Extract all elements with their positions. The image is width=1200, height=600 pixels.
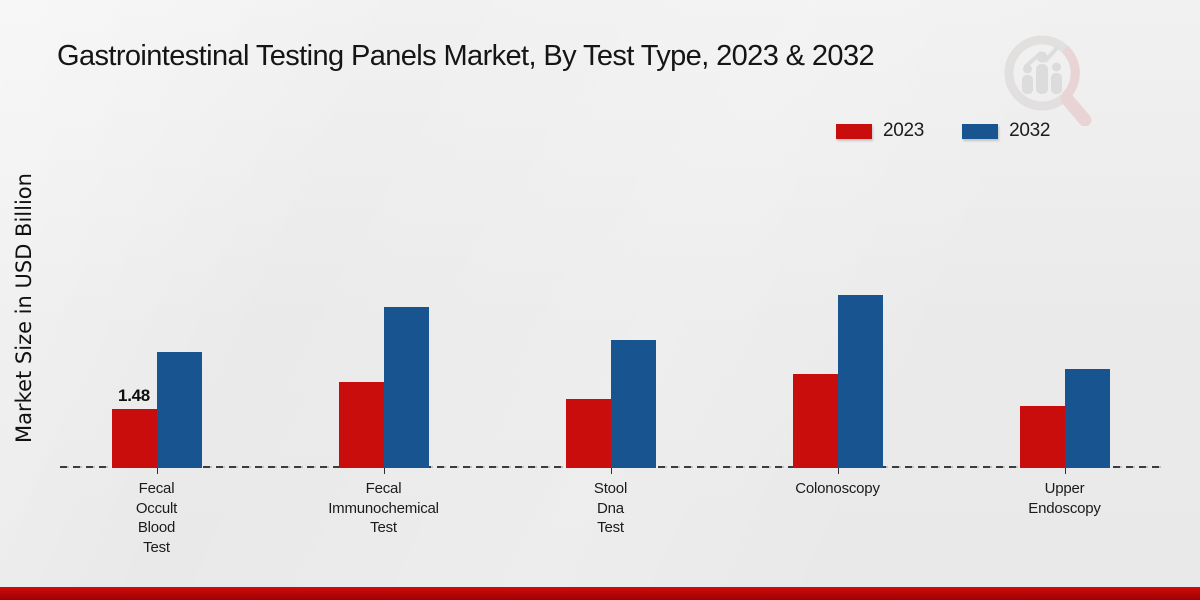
bar-2023-fecal-immunochemical-test — [338, 382, 384, 468]
bottom-red-band — [0, 587, 1200, 600]
brand-watermark-icon — [992, 30, 1096, 131]
x-axis-tick — [1064, 468, 1066, 474]
legend-swatch-2032 — [962, 123, 999, 139]
legend-label-2032: 2032 — [1009, 120, 1051, 141]
bar-2032-fecal-occult-blood-test — [156, 352, 202, 468]
x-axis-tick — [837, 468, 839, 474]
bar-2023-colonoscopy — [792, 374, 838, 468]
x-axis-category-label-upper-endoscopy: Upper Endoscopy — [1028, 480, 1101, 517]
x-axis-tick — [383, 468, 385, 474]
bar-2023-fecal-occult-blood-test — [111, 409, 157, 468]
bar-2023-upper-endoscopy — [1019, 406, 1065, 468]
bar-2032-fecal-immunochemical-test — [383, 307, 429, 468]
legend-label-2023: 2023 — [883, 120, 925, 141]
bar-2032-stool-dna-test — [610, 340, 656, 468]
legend-item-2023: 2023 — [836, 120, 924, 142]
x-axis-category-label-stool-dna-test: Stool Dna Test — [593, 480, 628, 536]
x-axis-tick — [610, 468, 612, 474]
x-axis-category-label-fecal-occult-blood-test: Fecal Occult Blood Test — [135, 480, 178, 556]
chart-title: Gastrointestinal Testing Panels Market, … — [57, 40, 875, 72]
x-axis-category-label-colonoscopy: Colonoscopy — [795, 480, 880, 497]
legend-item-2032: 2032 — [962, 120, 1050, 142]
legend: 2023 2032 — [836, 120, 1050, 142]
legend-swatch-2023 — [836, 123, 872, 139]
bar-value-label: 1.48 — [118, 386, 150, 405]
bar-2023-stool-dna-test — [565, 399, 611, 468]
bar-2032-colonoscopy — [837, 295, 883, 468]
x-axis-category-label-fecal-immunochemical-test: Fecal Immunochemical Test — [328, 480, 439, 536]
bar-2032-upper-endoscopy — [1064, 369, 1110, 468]
magnifier-bar-chart-logo — [1004, 35, 1092, 127]
x-axis-tick — [156, 468, 158, 474]
